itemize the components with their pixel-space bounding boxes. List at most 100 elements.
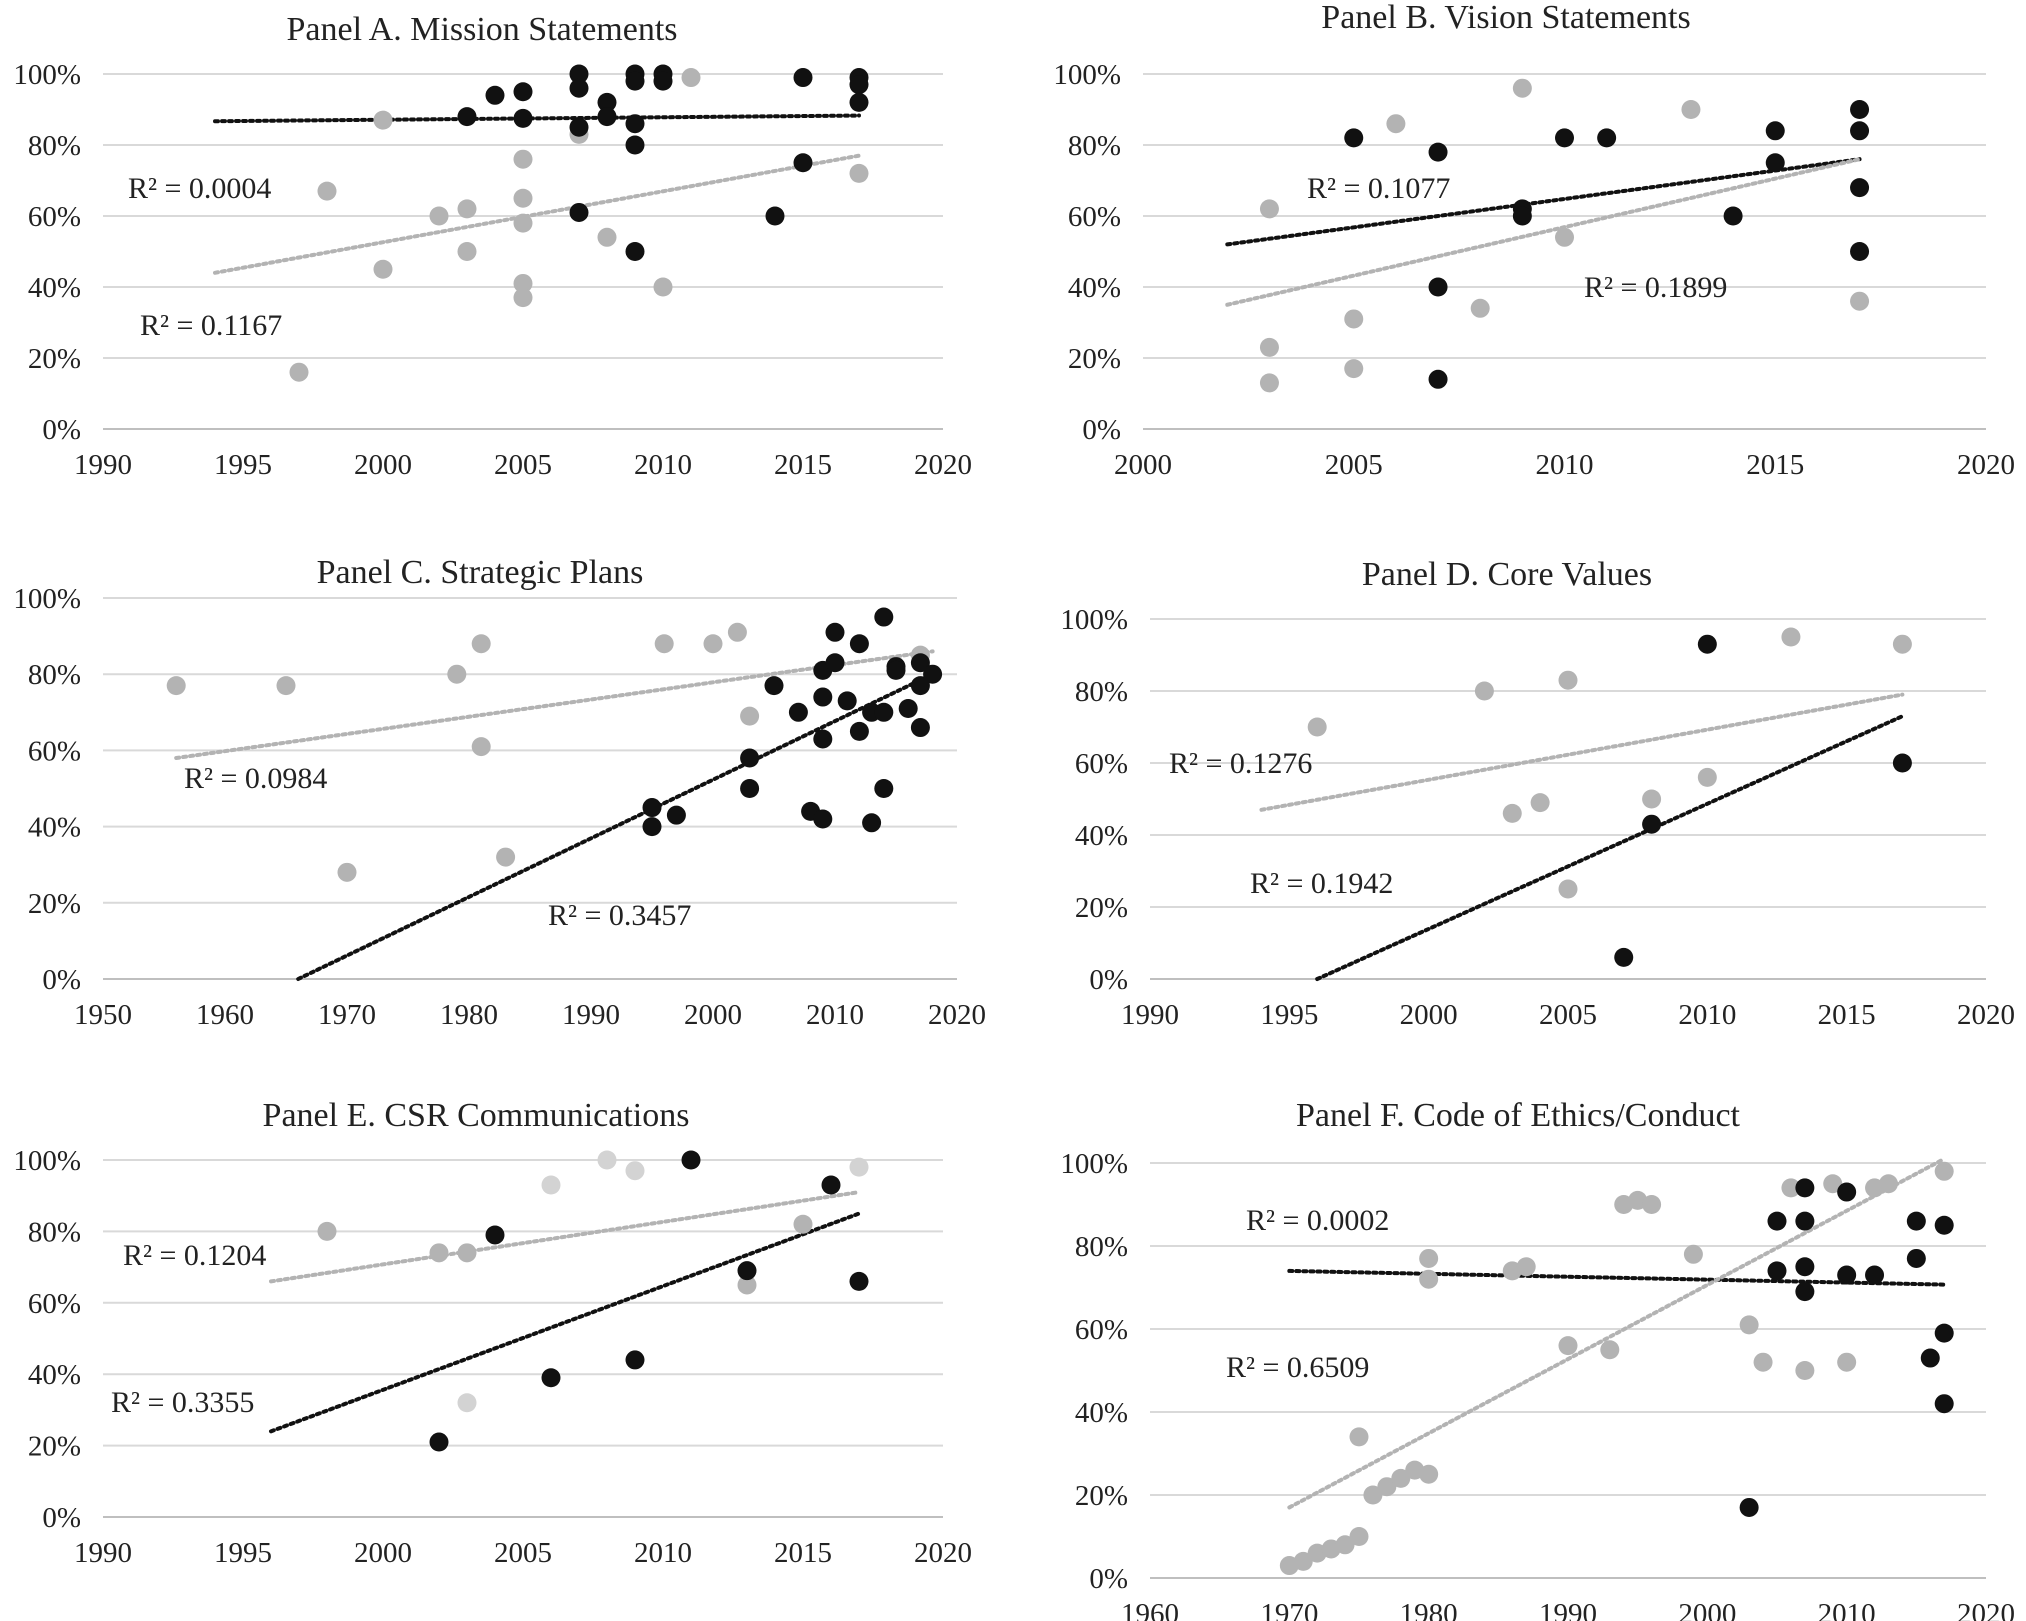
panel-c-point-black [849, 721, 869, 741]
panel-b-point-black [1850, 242, 1870, 261]
panel-a-point-gray [653, 277, 673, 297]
panel-b-plot: 0% 20% 40% 60% 80% 100% 2000 2005 2010 2015 2020 [1053, 59, 2015, 481]
panel-e: Panel E. CSR Communications 0% 20% 40% 60% 8… [13, 1097, 972, 1569]
panel-c-xtick-label: 1980 [440, 999, 498, 1031]
panel-c: Panel C. Strategic Plans 0% 20% 40% 60% 80% 1… [13, 554, 986, 1031]
panel-a-point-gray [513, 213, 533, 233]
panel-d-ytick-label: 20% [1075, 892, 1128, 924]
panel-a-xtick-label: 1990 [74, 449, 132, 481]
panel-f-ytick-label: 60% [1075, 1314, 1128, 1346]
panel-a-point-gray [513, 288, 533, 308]
panel-e-point-lightgray [541, 1175, 561, 1195]
panel-e-ytick-label: 80% [28, 1216, 81, 1248]
panel-d-trendline-black [1315, 714, 1905, 981]
panel-e-point-black [821, 1175, 841, 1195]
panel-a-point-black [653, 71, 673, 91]
panel-f-plot: 0% 20% 40% 60% 80% 100% 1960 1970 1980 1990 2000 20… [1060, 1148, 2015, 1621]
panel-c-ytick-label: 20% [28, 888, 81, 920]
panel-c-point-black [666, 805, 686, 825]
panel-d-point-black [1642, 814, 1662, 834]
panel-e-point-black [625, 1350, 645, 1370]
panel-c-ytick-label: 100% [13, 583, 81, 615]
panel-f-point-gray [1600, 1340, 1620, 1360]
panel-c-point-black [923, 664, 943, 684]
panel-c-point-gray [740, 706, 760, 726]
panel-f-point-gray [1377, 1477, 1397, 1497]
panel-b-point-gray [1386, 114, 1406, 134]
panel-d-ytick-label: 40% [1075, 820, 1128, 852]
panel-c-point-gray [654, 634, 674, 654]
panel-d-xtick-label: 2000 [1400, 999, 1458, 1031]
panel-d-point-gray [1307, 717, 1327, 737]
panel-f-point-gray [1795, 1361, 1815, 1380]
panel-b-xtick-label: 2015 [1746, 449, 1804, 481]
panel-b-point-black [1428, 369, 1448, 389]
panel-f-point-black [1795, 1282, 1815, 1302]
panel-b-ytick-label: 40% [1068, 272, 1121, 304]
panel-b-point-black [1428, 142, 1448, 162]
panel-c-title: Panel C. Strategic Plans [317, 554, 644, 591]
panel-b-point-black [1344, 128, 1364, 148]
panel-c-xtick-label: 2000 [684, 999, 742, 1031]
panel-b-ytick-label: 80% [1068, 130, 1121, 162]
panel-b-trendline-gray [1225, 157, 1862, 307]
panel-f-ytick-label: 20% [1075, 1480, 1128, 1512]
panel-a-point-black [625, 242, 645, 261]
panel-d-ytick-label: 80% [1075, 676, 1128, 708]
panel-a-point-gray [289, 362, 309, 382]
panel-b-point-gray [1512, 78, 1532, 98]
panel-c-xtick-label: 1990 [562, 999, 620, 1031]
panel-d-point-gray [1642, 789, 1662, 809]
panel-c-point-gray [276, 676, 296, 696]
panel-a-xtick-label: 2015 [774, 449, 832, 481]
panel-b-point-black [1850, 121, 1870, 141]
panel-f-point-gray [1363, 1485, 1383, 1505]
panel-a-trendline-black [213, 113, 861, 124]
panel-d-point-gray [1892, 634, 1912, 654]
panel-b-point-black [1765, 121, 1785, 141]
panel-f-point-gray [1781, 1178, 1801, 1198]
panel-c-point-black [910, 653, 930, 673]
panel-a-point-black [513, 82, 533, 102]
panel-c-xtick-label: 1970 [318, 999, 376, 1031]
panel-f-point-black [1934, 1394, 1954, 1414]
panel-e-point-gray [457, 1243, 477, 1263]
panel-c-point-black [825, 653, 845, 673]
panel-a-xtick-label: 2005 [494, 449, 552, 481]
panel-d-ytick-label: 0% [1089, 964, 1128, 996]
panel-b-point-gray [1259, 199, 1279, 219]
panel-f-xtick-label: 1960 [1121, 1598, 1179, 1621]
panel-c-xtick-label: 2020 [928, 999, 986, 1031]
panel-a-point-black [569, 202, 589, 222]
panel-a-ytick-label: 0% [42, 414, 81, 446]
panel-f-point-gray [1419, 1464, 1439, 1484]
panel-f-point-black [1934, 1323, 1954, 1343]
panel-d-xtick-label: 1990 [1121, 999, 1179, 1031]
panel-b: Panel B. Vision Statements 0% 20% 40% 60% 80… [1053, 0, 2015, 481]
panel-f-point-black [1767, 1211, 1787, 1231]
panel-f-r2-black: R² = 0.0002 [1246, 1204, 1389, 1237]
panel-a-point-gray [513, 273, 533, 293]
panel-e-point-gray [429, 1243, 449, 1263]
panel-f-point-gray [1683, 1244, 1703, 1264]
panel-d-point-black [1697, 634, 1717, 654]
panel-b-xtick-label: 2020 [1957, 449, 2015, 481]
panel-b-title: Panel B. Vision Statements [1321, 0, 1690, 36]
panel-e-xtick-label: 2005 [494, 1537, 552, 1569]
panel-e-r2-gray: R² = 0.1204 [123, 1239, 266, 1272]
panel-a-xtick-label: 2000 [354, 449, 412, 481]
panel-a-point-gray [513, 188, 533, 208]
panel-f-point-gray [1349, 1427, 1369, 1447]
panel-e-point-gray [317, 1221, 337, 1241]
panel-f-xtick-label: 2010 [1818, 1598, 1876, 1621]
panel-f-point-gray [1823, 1174, 1843, 1194]
panel-e-trendline-gray [269, 1190, 861, 1284]
panel-c-trendline-black [296, 672, 935, 981]
panel-d: Panel D. Core Values 0% 20% 40% 60% 80% 100% 1… [1060, 556, 2015, 1031]
panel-a-title: Panel A. Mission Statements [287, 11, 678, 48]
panel-f-point-black [1837, 1265, 1857, 1285]
panel-c-ytick-label: 60% [28, 735, 81, 767]
panel-d-xtick-label: 2005 [1539, 999, 1597, 1031]
panel-f-xtick-label: 2000 [1678, 1598, 1736, 1621]
panel-b-point-black [1765, 153, 1785, 173]
